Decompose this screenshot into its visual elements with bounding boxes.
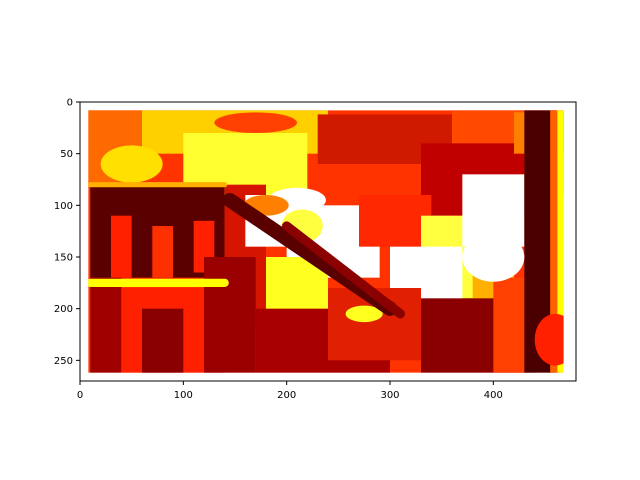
heatmap-blob [462, 232, 525, 282]
heatmap-blob [534, 313, 564, 366]
y-tick-label: 150 [54, 253, 73, 264]
y-tick-label: 250 [54, 356, 73, 367]
heatmap-blob [214, 112, 297, 133]
heatmap-region [557, 110, 564, 373]
heatmap-region [550, 110, 558, 373]
heatmap-region [359, 195, 432, 247]
y-tick-label: 200 [54, 304, 73, 315]
x-tick-label: 300 [380, 390, 399, 401]
y-tick-label: 0 [67, 98, 73, 109]
heatmap-blob [345, 305, 383, 323]
heatmap-image [88, 110, 564, 373]
y-tick-label: 100 [54, 201, 73, 212]
x-tick-label: 200 [277, 390, 296, 401]
y-tick-label: 50 [60, 149, 73, 160]
heatmap-region [152, 226, 173, 278]
x-axis: 0 100 200 300 400 [77, 381, 503, 401]
heatmap-region [111, 215, 132, 278]
y-axis: 0 50 100 150 200 250 [54, 98, 80, 367]
heatmap-blob [100, 145, 163, 183]
heatmap-region [204, 257, 256, 373]
heatmap-band [282, 221, 405, 319]
heatmap-region [90, 277, 122, 373]
heatmap-region [142, 308, 184, 373]
x-tick-label: 0 [77, 390, 83, 401]
axes-frame [79, 101, 577, 382]
x-tick-label: 400 [484, 390, 503, 401]
x-tick-label: 100 [174, 390, 193, 401]
